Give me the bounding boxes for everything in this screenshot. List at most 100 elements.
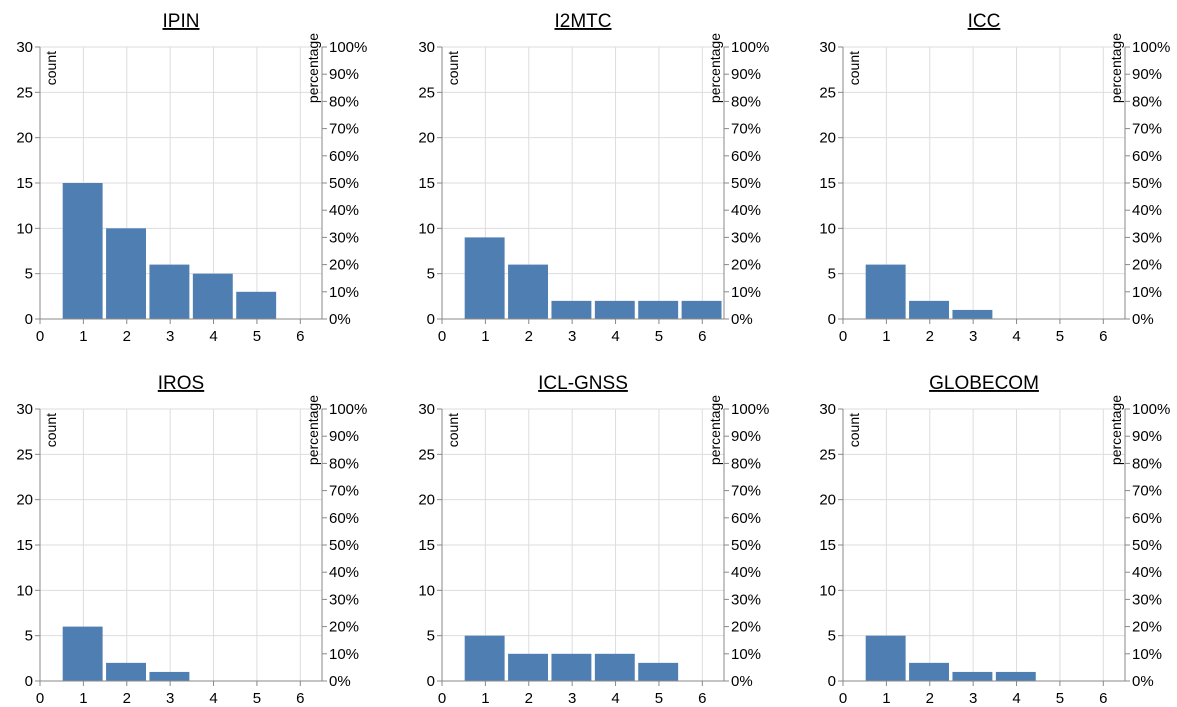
y2-tick-label: 0% [731,311,753,328]
x-tick-label: 0 [438,328,446,345]
y2-tick-label: 40% [329,564,359,581]
x-tick-label: 6 [296,328,304,345]
y2-tick-label: 90% [1132,66,1162,83]
x-tick-label: 4 [611,690,619,707]
y-tick-label: 5 [828,628,836,645]
y-tick-label: 15 [418,175,435,192]
x-tick-label: 5 [655,328,663,345]
y2-tick-label: 10% [329,646,359,663]
y2-tick-label: 60% [329,148,359,165]
panel-title: IROS [158,373,204,394]
x-tick-label: 3 [969,328,977,345]
chart-panel-icl-gnss: 0510152025300%10%20%30%40%50%60%70%80%90… [418,373,769,707]
bar-2 [508,653,548,681]
bar-1 [865,635,906,681]
x-tick-label: 3 [969,690,977,707]
y-tick-label: 25 [418,446,435,463]
y2-tick-label: 50% [329,175,359,192]
y2-tick-label: 60% [329,510,359,527]
chart-panel-icc: 0510152025300%10%20%30%40%50%60%70%80%90… [819,11,1170,345]
y2-tick-label: 50% [731,537,761,554]
x-tick-label: 0 [839,328,847,345]
y2-tick-label: 0% [1132,311,1154,328]
y-tick-label: 15 [418,537,435,554]
y-tick-label: 20 [819,130,836,147]
y2-tick-label: 0% [731,673,753,690]
bar-3 [149,264,190,319]
y-tick-label: 15 [16,537,33,554]
y2-tick-label: 30% [329,229,359,246]
x-tick-label: 5 [1056,328,1064,345]
y-tick-label: 25 [16,84,33,101]
y2-tick-label: 100% [1132,39,1170,56]
x-tick-label: 4 [209,690,217,707]
x-tick-label: 5 [253,690,261,707]
bar-5 [638,300,679,319]
x-tick-label: 6 [1099,328,1107,345]
y-tick-label: 25 [16,446,33,463]
y-axis-title-left: count [445,413,461,447]
y2-tick-label: 70% [329,483,359,500]
y2-tick-label: 30% [1132,229,1162,246]
y-axis-title-right: percentage [707,395,723,465]
y2-tick-label: 20% [329,619,359,636]
y2-tick-label: 40% [731,564,761,581]
y2-tick-label: 30% [731,591,761,608]
x-tick-label: 2 [926,328,934,345]
y-tick-label: 0 [25,311,33,328]
bar-5 [638,662,679,681]
y-axis-title-left: count [846,51,862,85]
x-tick-label: 1 [882,328,890,345]
y-tick-label: 10 [418,220,435,237]
y2-tick-label: 90% [731,428,761,445]
y2-tick-label: 0% [329,673,351,690]
y2-tick-label: 70% [1132,121,1162,138]
bar-1 [464,635,505,681]
y2-tick-label: 10% [1132,646,1162,663]
y2-tick-label: 80% [731,93,761,110]
y-tick-label: 5 [828,266,836,283]
bar-4 [995,671,1036,681]
y2-tick-label: 10% [731,284,761,301]
panel-title: ICL-GNSS [538,373,628,394]
y-tick-label: 10 [819,220,836,237]
bar-4 [192,273,233,319]
y-tick-label: 20 [418,492,435,509]
x-tick-label: 3 [568,690,576,707]
y2-tick-label: 70% [731,121,761,138]
y-tick-label: 10 [418,582,435,599]
y2-tick-label: 20% [731,257,761,274]
y2-tick-label: 20% [329,257,359,274]
y2-tick-label: 30% [329,591,359,608]
x-tick-label: 6 [296,690,304,707]
y2-tick-label: 30% [731,229,761,246]
chart-panel-i2mtc: 0510152025300%10%20%30%40%50%60%70%80%90… [418,11,769,345]
y-axis-title-right: percentage [1108,395,1124,465]
y-tick-label: 25 [819,446,836,463]
y2-tick-label: 90% [329,66,359,83]
y2-tick-label: 90% [329,428,359,445]
y2-tick-label: 80% [1132,93,1162,110]
y2-tick-label: 70% [731,483,761,500]
y2-tick-label: 90% [731,66,761,83]
y-tick-label: 30 [16,401,33,418]
x-tick-label: 2 [525,328,533,345]
x-tick-label: 2 [525,690,533,707]
y2-tick-label: 100% [329,401,367,418]
x-tick-label: 1 [481,328,489,345]
y-axis-title-right: percentage [1108,33,1124,103]
panel-title: IPIN [163,11,200,32]
x-tick-label: 2 [926,690,934,707]
bar-2 [909,300,949,319]
y-tick-label: 15 [819,175,836,192]
bar-3 [952,671,993,681]
bar-4 [594,300,635,319]
y-axis-title-right: percentage [707,33,723,103]
x-tick-label: 3 [568,328,576,345]
y2-tick-label: 100% [1132,401,1170,418]
y2-tick-label: 20% [1132,619,1162,636]
y2-tick-label: 40% [1132,202,1162,219]
y-tick-label: 10 [16,582,33,599]
y-tick-label: 20 [16,492,33,509]
y-tick-label: 20 [16,130,33,147]
